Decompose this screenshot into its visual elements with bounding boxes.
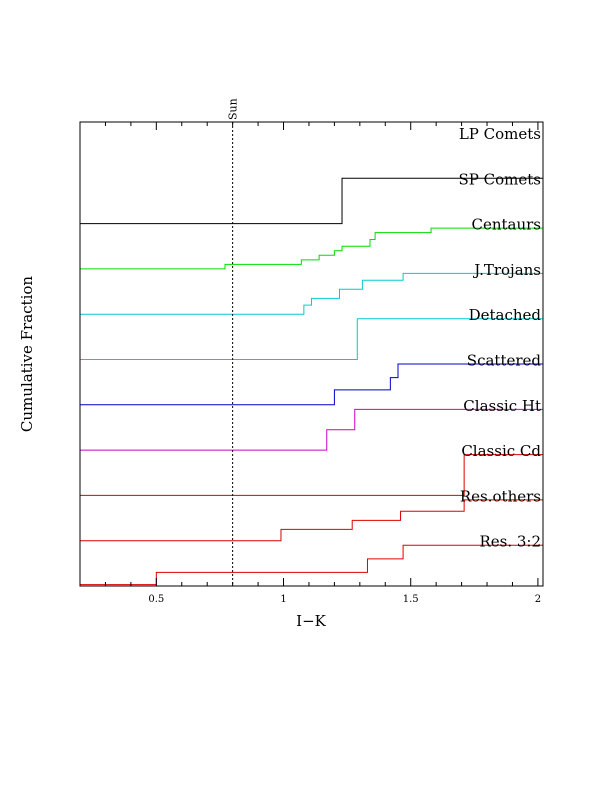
y-axis-label: Cumulative Fraction: [18, 276, 36, 432]
series-line-res-others: [80, 495, 544, 542]
series-line-j-trojans: [80, 268, 544, 315]
series-line-res-3-2: [79, 540, 544, 586]
series-label-sp-comets: SP Comets: [459, 170, 541, 188]
x-axis-label: I−K: [296, 612, 326, 630]
series-line-centaurs: [80, 223, 544, 270]
sun-reference-label: Sun: [227, 98, 240, 120]
series-line-sp-comets: [80, 177, 543, 225]
x-tick-label: 0.5: [148, 594, 164, 605]
series-label-classic-ht: Classic Ht: [463, 397, 541, 415]
series-label-detached: Detached: [469, 306, 542, 324]
series-label-j-trojans: J.Trojans: [472, 261, 541, 279]
x-tick-label: 1.5: [403, 594, 419, 605]
x-tick-label: 1: [280, 594, 286, 605]
series-label-res-others: Res.others: [460, 487, 541, 505]
label-layer: LP Comets SP Comets Centaurs J.Trojans Detac…: [459, 125, 542, 551]
series-layer: [79, 177, 544, 586]
series-line-scattered: [80, 359, 544, 406]
tick-layer: 0.5 1 1.5 2: [79, 122, 541, 605]
series-label-res-3-2: Res. 3:2: [479, 533, 541, 551]
x-tick-label: 2: [535, 594, 541, 605]
series-label-centaurs: Centaurs: [471, 216, 541, 234]
series-label-scattered: Scattered: [467, 352, 542, 370]
series-label-classic-cd: Classic Cd: [461, 442, 541, 460]
plot-frame: [79, 121, 544, 587]
series-label-lp-comets: LP Comets: [459, 125, 541, 143]
